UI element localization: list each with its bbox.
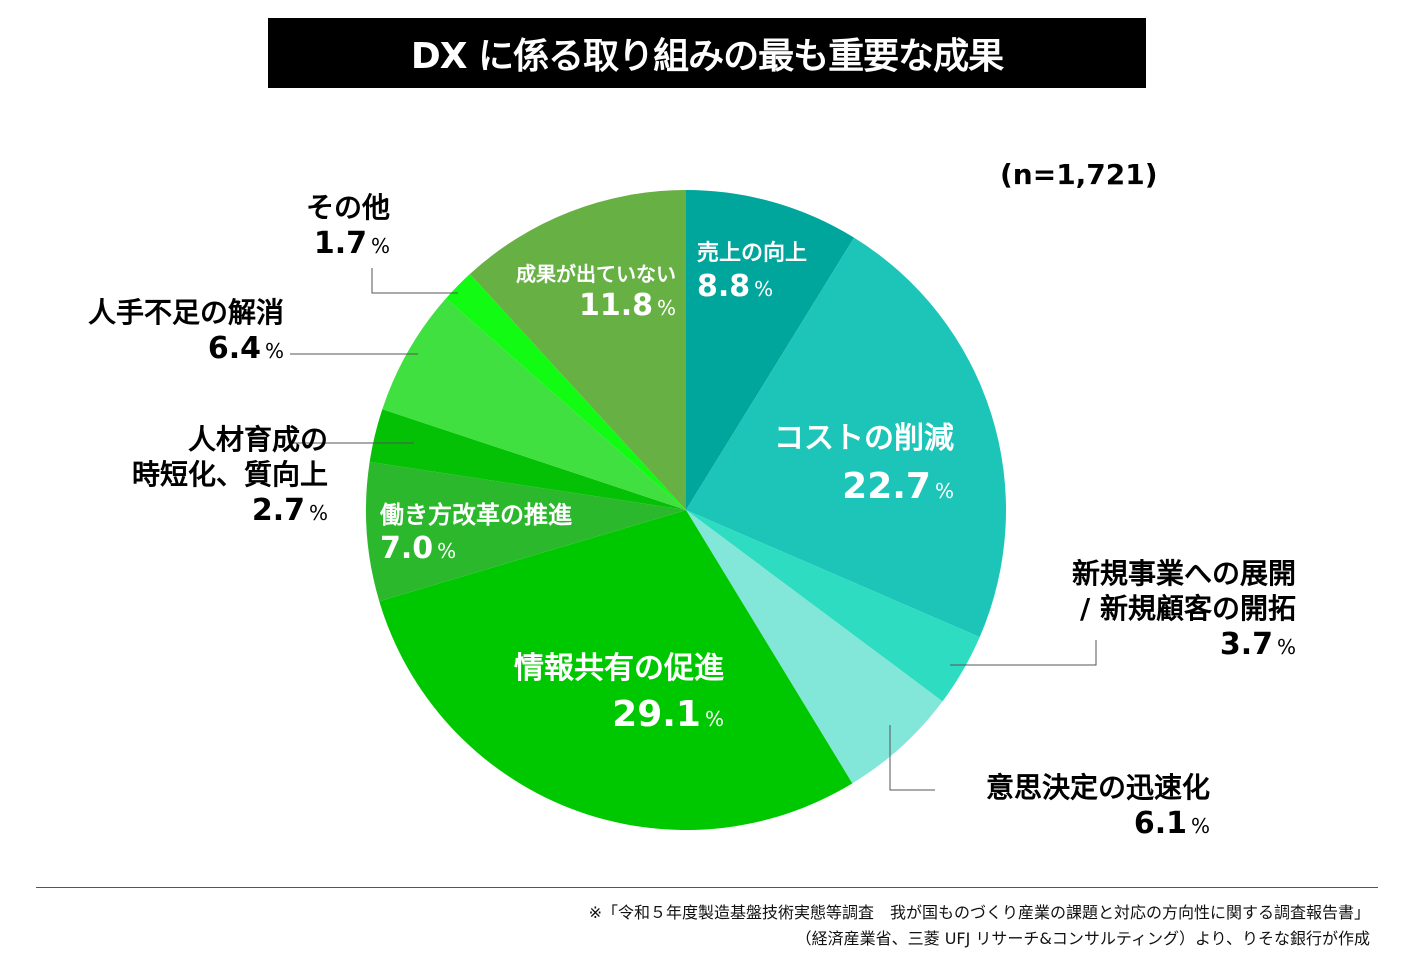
pie-slice-8: [445, 273, 686, 510]
label-cost: コストの削減 22.7%: [774, 421, 954, 507]
pie-slice-2: [686, 510, 980, 702]
label-shinki: 新規事業への展開 / 新規顧客の開拓 3.7%: [1071, 557, 1296, 662]
footnote-line1: ※「令和５年度製造基盤技術実態等調査 我が国ものづくり産業の課題と対応の方向性に…: [588, 903, 1370, 922]
footnote-divider: [36, 887, 1378, 888]
leader-line-ishi: [889, 725, 935, 791]
pie-slice-4: [379, 510, 853, 830]
pie-slice-9: [469, 190, 686, 510]
footnote-line2: （経済産業省、三菱 UFJ リサーチ&コンサルティング）より、りそな銀行が作成: [795, 929, 1370, 948]
sample-size: (n=1,721): [1000, 158, 1158, 191]
label-hatarakikata: 働き方改革の推進 7.0%: [380, 501, 572, 566]
leader-lines: [290, 268, 1097, 791]
pie-slice-0: [686, 190, 855, 510]
pie-slice-3: [686, 510, 943, 784]
label-joho: 情報共有の促進 29.1%: [514, 651, 724, 735]
label-seika-nashi: 成果が出ていない 11.8%: [516, 262, 676, 323]
pie-slice-5: [366, 461, 686, 602]
chart-title: DX に係る取り組みの最も重要な成果: [268, 18, 1146, 88]
pie-slice-7: [382, 298, 686, 510]
label-jinzai: 人材育成の 時短化、質向上 2.7%: [131, 423, 328, 528]
label-ishi: 意思決定の迅速化 6.1%: [985, 771, 1210, 841]
pie-slice-1: [686, 237, 1007, 638]
footnote: ※「令和５年度製造基盤技術実態等調査 我が国ものづくり産業の課題と対応の方向性に…: [589, 900, 1370, 952]
leader-line-sonota: [371, 268, 458, 294]
label-hitode: 人手不足の解消 6.4%: [87, 296, 284, 366]
label-uriage: 売上の向上 8.8%: [697, 241, 808, 304]
label-sonota: その他 1.7%: [305, 191, 390, 261]
leader-line-shinki: [950, 640, 1097, 666]
pie-slice-6: [369, 409, 686, 510]
